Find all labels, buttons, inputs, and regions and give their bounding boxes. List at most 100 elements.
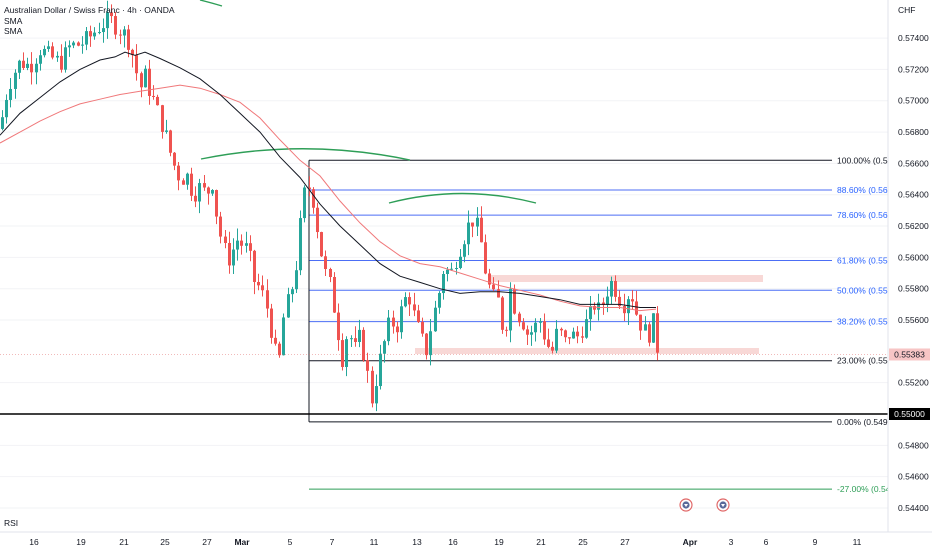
resistance-zones [415,275,763,354]
candle-body [354,338,357,342]
candle-body [287,294,290,318]
candle-body [152,95,155,97]
candle-body [543,321,546,340]
fib-label-1: 88.60% (0.5642 [837,185,897,195]
candle-body [102,28,105,33]
candle-body [392,317,395,327]
candle-body [413,304,416,311]
candle-body [140,73,143,88]
candle-body [345,339,348,367]
candle-body [161,105,164,132]
time-axis-bg [0,532,932,550]
candle-body [593,306,596,310]
symbol-title[interactable]: Australian Dollar / Swiss Franc · 4h · O… [4,5,175,15]
candle-body [308,187,311,190]
candle-body [312,189,315,208]
candle-body [425,333,428,356]
candle-body [635,301,638,315]
candle-body [350,338,353,340]
time-tick-2: 21 [119,537,129,547]
candle-body [551,346,554,351]
candle-body [215,190,218,217]
sma-indicator-2[interactable]: SMA [4,26,23,36]
sma-slow-line [0,51,656,308]
currency-label: CHF [898,5,915,15]
event-glyph-icon [721,504,725,507]
candle-body [513,288,516,314]
candle-body [93,32,96,37]
candle-body [51,46,54,58]
candle-body [316,207,319,233]
candle-body [442,274,445,294]
candle-body [249,243,252,251]
arc-upper [200,148,411,161]
candle-body [606,296,609,305]
candle-body [68,45,71,48]
candle-body [408,297,411,305]
candle-body [463,244,466,257]
fib-label-2: 78.60% (0.5626 [837,210,897,220]
candle-body [9,88,12,100]
price-tick-12: 0.54600 [898,472,929,482]
candle-body [560,328,563,331]
time-tick-3: 25 [160,537,170,547]
candle-body [366,360,369,371]
fib-retracement[interactable]: 100.00% (0.566 88.60% (0.5642 78.60% (0.56… [308,155,897,494]
time-tick-5: Mar [234,537,250,547]
time-tick-10: 16 [448,537,458,547]
candle-body [572,331,575,339]
time-tick-18: 9 [813,537,818,547]
candle-body [211,190,214,194]
candle-body [337,312,340,341]
support-line-055[interactable] [0,354,888,415]
candle-body [282,317,285,356]
price-tick-3: 0.56800 [898,127,929,137]
time-tick-7: 7 [330,537,335,547]
candle-body [278,343,281,356]
candle-body [648,324,651,343]
event-markers[interactable] [679,498,730,512]
candle-body [198,183,201,202]
candle-body [618,296,621,307]
candle-body [89,31,92,37]
candle-body [602,302,605,305]
candle-body [534,322,537,333]
time-tick-12: 21 [536,537,546,547]
trend-arcs [199,0,537,204]
candle-body [257,281,260,286]
candle-body [224,236,227,244]
candle-body [383,341,386,354]
sma-indicator-1[interactable]: SMA [4,15,23,26]
candle-body [144,68,147,88]
candle-body [488,273,491,285]
rsi-pane-label[interactable]: RSI [4,518,19,528]
fib-label-3: 61.80% (0.5598 [837,256,897,266]
candle-body [291,289,294,295]
price-tick-0: 0.57400 [898,33,929,43]
candle-body [656,313,659,353]
candle-body [182,180,185,185]
candle-body [421,321,424,334]
candle-body [123,29,126,36]
price-tick-8: 0.55800 [898,284,929,294]
resistance-zone-upper [489,275,763,282]
candle-body [47,46,50,49]
price-axis-bg [888,0,932,550]
candle-body [446,269,449,275]
price-tick-7: 0.56000 [898,252,929,262]
candle-body [652,313,655,343]
price-tick-13: 0.54400 [898,503,929,513]
time-tick-16: 3 [729,537,734,547]
candle-body [375,386,378,404]
candle-body [177,165,180,181]
candle-body [459,256,462,269]
time-axis[interactable]: 16 19 21 25 27 Mar 5 7 11 13 16 19 21 25 27 Apr 3 6 9 11 [0,531,932,550]
candle-body [501,297,504,330]
candle-body [564,330,567,338]
time-tick-15: Apr [683,537,698,547]
price-axis[interactable]: CHF 0.57400 0.57200 0.57000 0.56800 0.56600 0.… [887,0,932,550]
candle-body [400,306,403,333]
candle-body [261,285,264,291]
time-tick-6: 5 [288,537,293,547]
